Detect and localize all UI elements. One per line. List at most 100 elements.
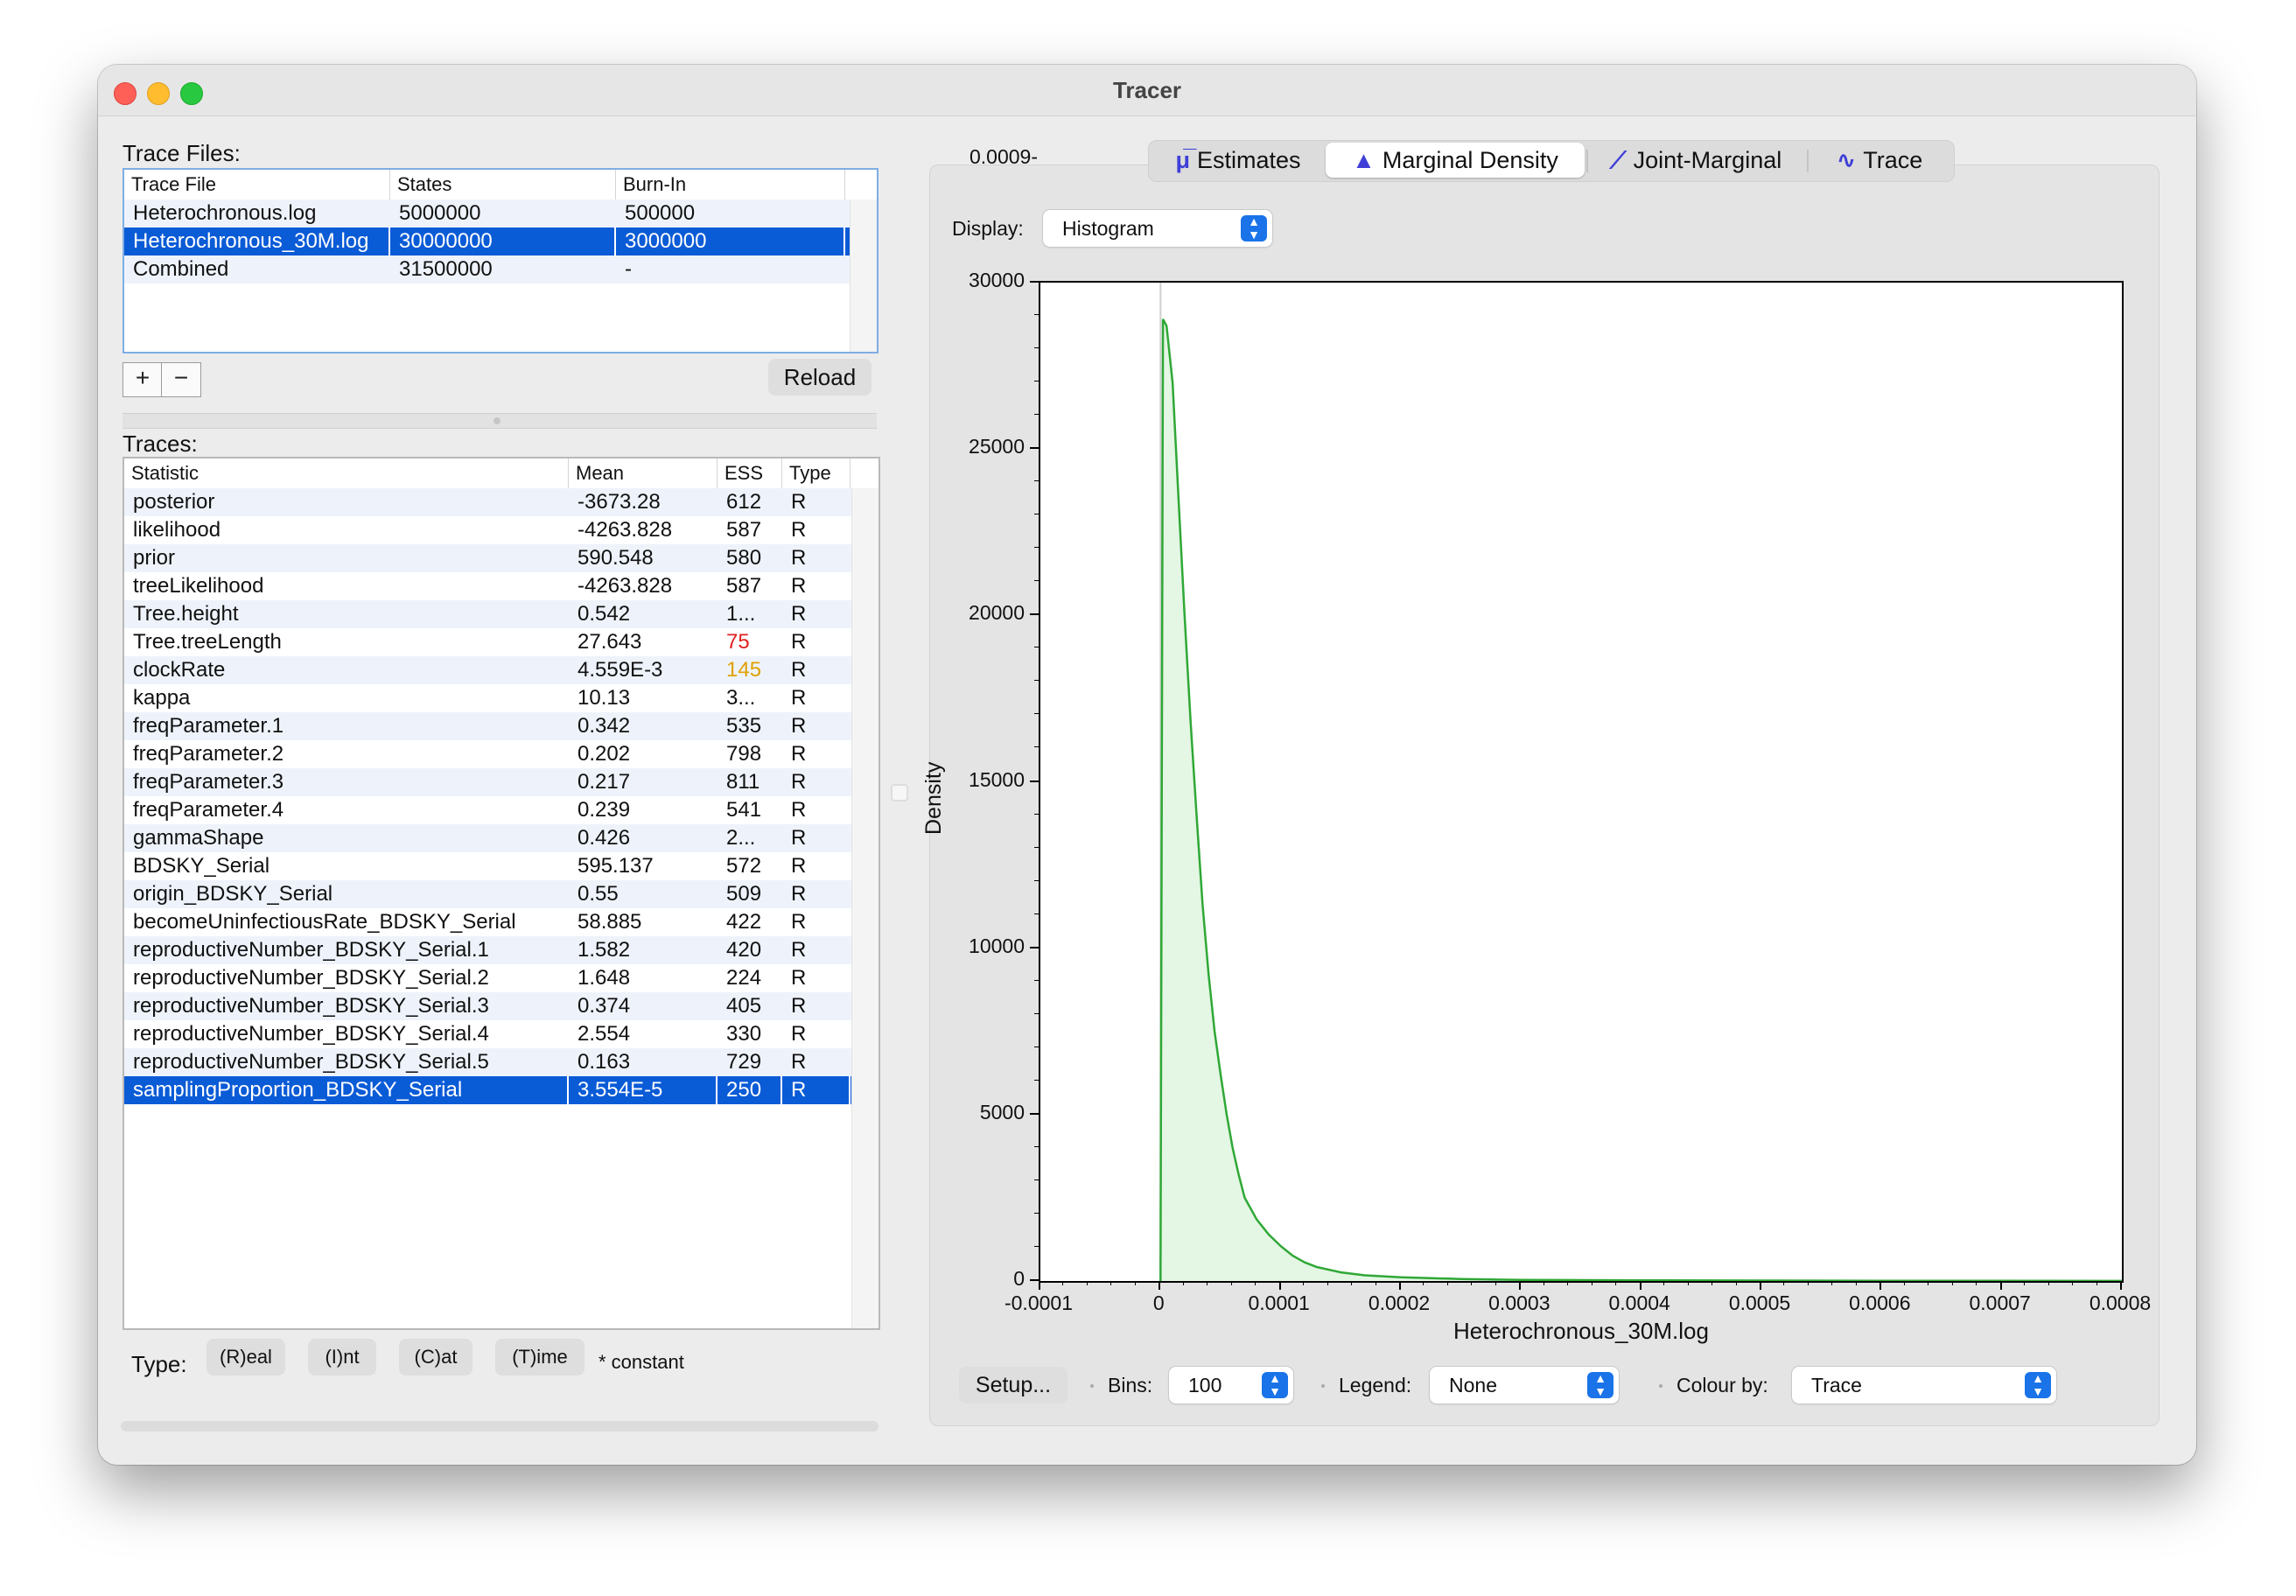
- trace-row[interactable]: gammaShape 0.426 2... R: [124, 824, 878, 852]
- trace-row[interactable]: treeLikelihood -4263.828 587 R: [124, 572, 878, 600]
- trace-row[interactable]: kappa 10.13 3... R: [124, 684, 878, 712]
- x-axis-label: Heterochronous_30M.log: [1453, 1318, 1709, 1344]
- type-cat-button[interactable]: (C)at: [399, 1339, 472, 1376]
- cell-mean: 0.55: [578, 882, 619, 906]
- cell-ess: 145: [726, 658, 762, 682]
- y-minor-tick: [1034, 547, 1039, 549]
- split-pane-divider[interactable]: [122, 413, 877, 429]
- y-minor-tick: [1034, 314, 1039, 316]
- trace-row[interactable]: clockRate 4.559E-3 145 R: [124, 656, 878, 684]
- x-tick-label: 0.0006: [1849, 1292, 1911, 1314]
- column-header[interactable]: Trace File: [124, 170, 390, 200]
- x-minor-tick: [1615, 1281, 1617, 1285]
- tab-marginal-density[interactable]: ▲ Marginal Density: [1326, 143, 1585, 178]
- colour-by-select[interactable]: Trace ▲ ▼: [1792, 1367, 2056, 1404]
- trace-row[interactable]: BDSKY_Serial 595.137 572 R: [124, 852, 878, 880]
- trace-file-row[interactable]: Heterochronous_30M.log 30000000 3000000: [124, 228, 877, 256]
- density-area: [1160, 318, 2122, 1281]
- remove-trace-file-button[interactable]: −: [161, 362, 201, 397]
- y-minor-tick: [1034, 979, 1039, 981]
- x-minor-tick: [1951, 1281, 1953, 1285]
- x-tick: [1760, 1281, 1761, 1290]
- x-minor-tick: [1855, 1281, 1857, 1285]
- trace-file-row[interactable]: Combined 31500000 -: [124, 256, 877, 284]
- trace-row[interactable]: reproductiveNumber_BDSKY_Serial.1 1.582 42…: [124, 936, 878, 964]
- trace-row[interactable]: freqParameter.2 0.202 798 R: [124, 740, 878, 768]
- traces-table[interactable]: Statistic Mean ESS Type posterior -3673.28 61…: [122, 457, 880, 1330]
- type-real-button[interactable]: (R)eal: [206, 1339, 285, 1376]
- title-bar: Tracer: [98, 65, 2196, 116]
- cell-type: R: [791, 574, 807, 598]
- x-minor-tick: [1807, 1281, 1809, 1285]
- trace-row[interactable]: reproductiveNumber_BDSKY_Serial.2 1.648 22…: [124, 964, 878, 992]
- cell-ess: 420: [726, 938, 762, 962]
- cell-mean: 4.559E-3: [578, 658, 663, 682]
- panel-divider-handle[interactable]: [891, 784, 908, 802]
- cell-type: R: [791, 546, 807, 570]
- cell-file: Heterochronous_30M.log: [124, 228, 390, 256]
- type-time-button[interactable]: (T)ime: [495, 1339, 584, 1376]
- trace-row[interactable]: Tree.treeLength 27.643 75 R: [124, 628, 878, 656]
- cell-ess: 405: [726, 994, 762, 1018]
- type-int-button[interactable]: (I)nt: [308, 1339, 376, 1376]
- cell-type: R: [791, 798, 807, 822]
- minimize-window-button[interactable]: [147, 82, 170, 105]
- column-header[interactable]: ESS: [718, 458, 782, 488]
- zoom-window-button[interactable]: [180, 82, 203, 105]
- tab-joint-marginal[interactable]: ⟋ Joint-Marginal: [1609, 147, 1782, 173]
- traces-label: Traces:: [122, 430, 198, 457]
- display-select[interactable]: Histogram ▲ ▼: [1043, 210, 1272, 247]
- cell-stat: freqParameter.3: [133, 770, 284, 794]
- column-header[interactable]: Statistic: [124, 458, 569, 488]
- reload-button[interactable]: Reload: [768, 359, 872, 396]
- column-header[interactable]: Mean: [569, 458, 718, 488]
- chevron-updown-icon: ▲ ▼: [1587, 1372, 1614, 1398]
- cell-mean: 0.342: [578, 714, 631, 738]
- tab-trace[interactable]: ∿ Trace: [1836, 147, 1923, 173]
- chevron-updown-icon: ▲ ▼: [2025, 1372, 2051, 1398]
- trace-row[interactable]: origin_BDSKY_Serial 0.55 509 R: [124, 880, 878, 908]
- traces-scrollbar[interactable]: [851, 488, 878, 1328]
- add-trace-file-button[interactable]: +: [122, 362, 163, 397]
- tab-estimates[interactable]: μ̅ Estimates: [1175, 147, 1301, 173]
- trace-row[interactable]: likelihood -4263.828 587 R: [124, 516, 878, 544]
- trace-files-scrollbar[interactable]: [850, 200, 877, 352]
- y-axis-label: Density: [921, 761, 946, 835]
- trace-row[interactable]: freqParameter.1 0.342 535 R: [124, 712, 878, 740]
- cell-mean: 27.643: [578, 630, 642, 654]
- setup-button[interactable]: Setup...: [959, 1367, 1068, 1404]
- trace-row[interactable]: samplingProportion_BDSKY_Serial 3.554E-5 2…: [124, 1076, 878, 1104]
- cell-stat: posterior: [133, 490, 215, 514]
- column-header[interactable]: Type: [782, 458, 850, 488]
- trace-row[interactable]: Tree.height 0.542 1... R: [124, 600, 878, 628]
- close-window-button[interactable]: [114, 82, 136, 105]
- trace-row[interactable]: prior 590.548 580 R: [124, 544, 878, 572]
- cell-mean: 0.239: [578, 798, 631, 822]
- trace-row[interactable]: reproductiveNumber_BDSKY_Serial.5 0.163 72…: [124, 1048, 878, 1076]
- y-tick-label: 25000: [969, 435, 1025, 458]
- x-minor-tick: [2024, 1281, 2026, 1285]
- trace-file-row[interactable]: Heterochronous.log 5000000 500000: [124, 200, 877, 228]
- trace-files-table[interactable]: Trace File States Burn-In Heterochronous.l…: [122, 168, 878, 354]
- trace-row[interactable]: freqParameter.4 0.239 541 R: [124, 796, 878, 824]
- cell-type: R: [791, 742, 807, 766]
- column-header[interactable]: Burn-In: [616, 170, 845, 200]
- y-minor-tick: [1034, 414, 1039, 416]
- trace-row[interactable]: becomeUninfectiousRate_BDSKY_Serial 58.88…: [124, 908, 878, 936]
- cell-stat: gammaShape: [133, 826, 264, 850]
- trace-row[interactable]: posterior -3673.28 612 R: [124, 488, 878, 516]
- cell-type: R: [791, 518, 807, 542]
- legend-select[interactable]: None ▲ ▼: [1430, 1367, 1619, 1404]
- cell-states: 31500000: [399, 257, 493, 281]
- cell-type: R: [791, 882, 807, 906]
- x-minor-tick: [1567, 1281, 1569, 1285]
- column-header[interactable]: States: [390, 170, 616, 200]
- trace-row[interactable]: freqParameter.3 0.217 811 R: [124, 768, 878, 796]
- cell-stat: reproductiveNumber_BDSKY_Serial.4: [133, 1022, 489, 1046]
- trace-row[interactable]: reproductiveNumber_BDSKY_Serial.4 2.554 33…: [124, 1020, 878, 1048]
- y-tick-label: 10000: [969, 934, 1025, 957]
- horizontal-scrollbar[interactable]: [121, 1421, 878, 1432]
- bins-select[interactable]: 100 ▲ ▼: [1169, 1367, 1293, 1404]
- trace-row[interactable]: reproductiveNumber_BDSKY_Serial.3 0.374 40…: [124, 992, 878, 1020]
- trace-icon: ∿: [1836, 147, 1857, 173]
